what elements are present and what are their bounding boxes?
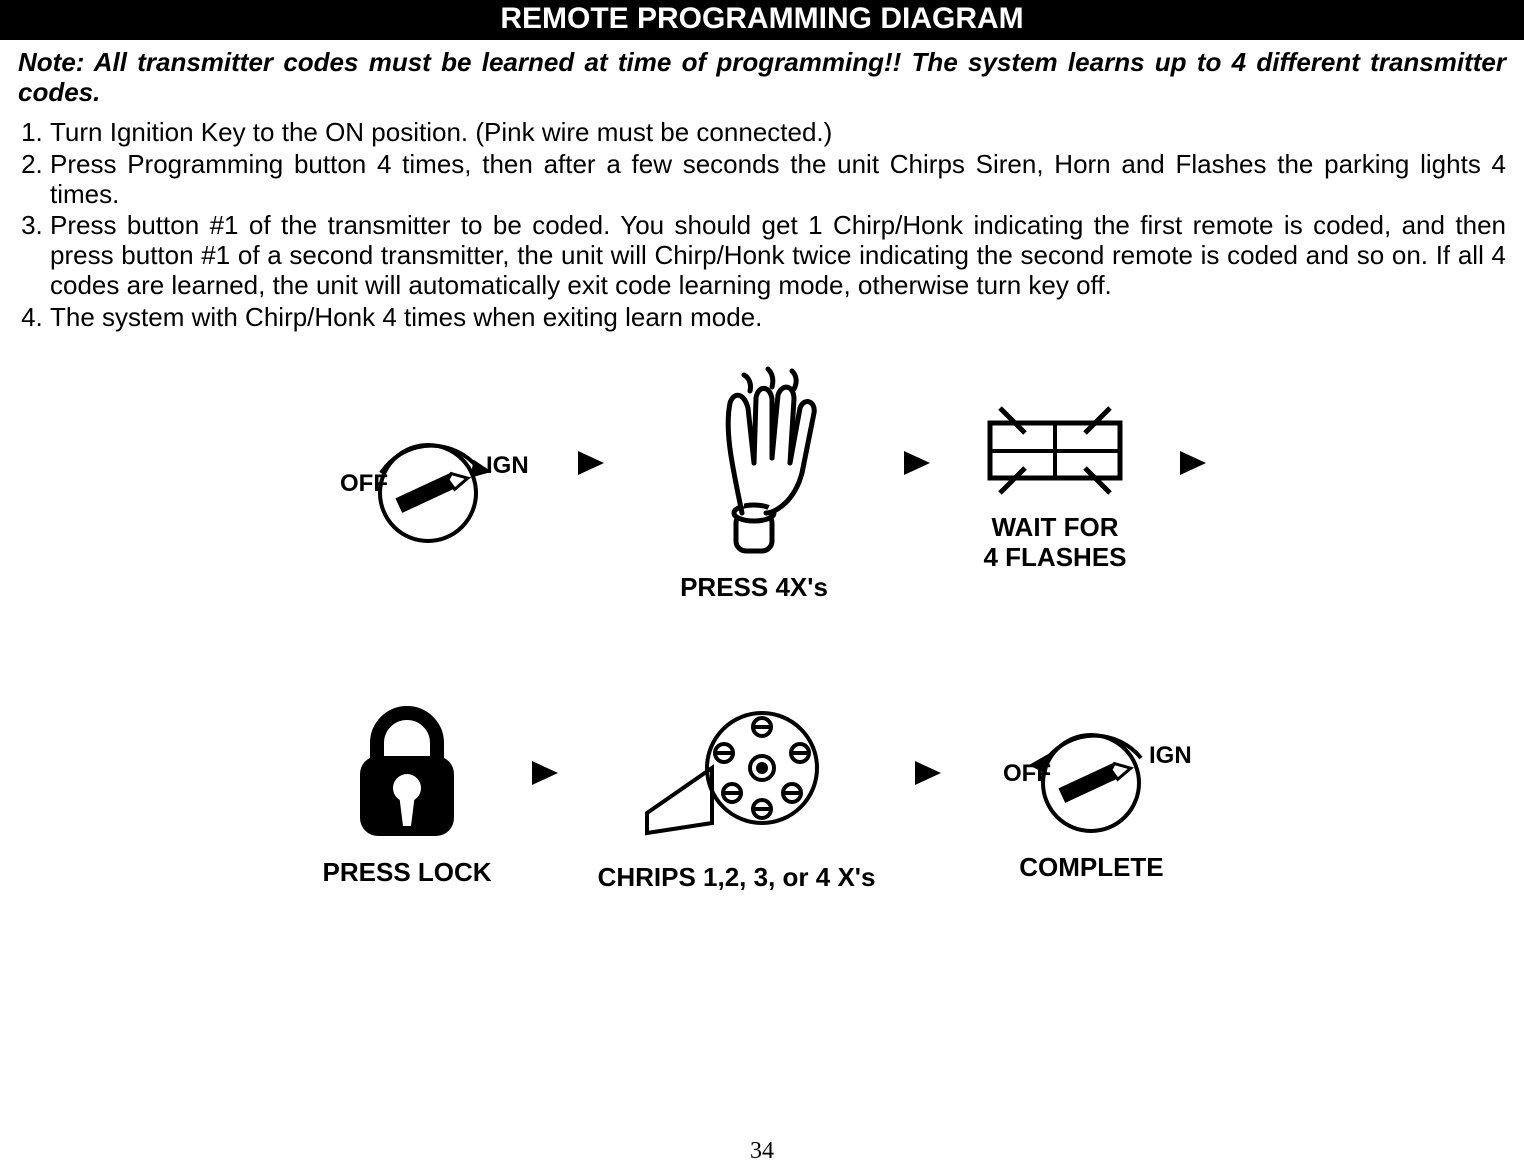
step-ignition-on: OFF IGN xyxy=(318,413,538,553)
arrow-icon xyxy=(578,451,604,475)
step-3: Press button #1 of the transmitter to be… xyxy=(50,211,1506,301)
steps-list: Turn Ignition Key to the ON position. (P… xyxy=(18,118,1506,333)
wait-l2: 4 FLASHES xyxy=(983,542,1126,572)
arrow-icon xyxy=(532,761,558,785)
step-wait-flashes: WAIT FOR 4 FLASHES xyxy=(970,393,1140,573)
diagram-row-1: OFF IGN xyxy=(18,363,1506,603)
ignition-off-icon: OFF IGN xyxy=(981,703,1201,843)
arrow-icon xyxy=(1180,451,1206,475)
step-2: Press Programming button 4 times, then a… xyxy=(50,150,1506,210)
step-1: Turn Ignition Key to the ON position. (P… xyxy=(50,118,1506,148)
wait-flashes-label: WAIT FOR 4 FLASHES xyxy=(983,513,1126,573)
title-bar: REMOTE PROGRAMMING DIAGRAM xyxy=(0,0,1524,40)
lock-icon xyxy=(332,698,482,848)
step-press-lock: PRESS LOCK xyxy=(323,698,492,888)
flashes-icon xyxy=(970,393,1140,503)
ign-label-2: IGN xyxy=(1149,742,1192,769)
wait-l1: WAIT FOR xyxy=(991,512,1118,542)
press-4x-label: PRESS 4X's xyxy=(680,573,828,603)
note-text: Note: All transmitter codes must be lear… xyxy=(18,48,1506,108)
press-lock-label: PRESS LOCK xyxy=(323,858,492,888)
diagram-row-2: PRESS LOCK xyxy=(18,693,1506,893)
arrow-icon xyxy=(915,761,941,785)
chirps-label: CHRIPS 1,2, 3, or 4 X's xyxy=(598,863,876,893)
diagram: OFF IGN xyxy=(18,363,1506,893)
step-chirps: CHRIPS 1,2, 3, or 4 X's xyxy=(598,693,876,893)
siren-icon xyxy=(607,693,867,853)
arrow-icon xyxy=(904,451,930,475)
complete-label: COMPLETE xyxy=(1019,853,1163,883)
hand-press-icon xyxy=(644,363,864,563)
off-label-2: OFF xyxy=(1003,760,1051,787)
ignition-on-icon: OFF IGN xyxy=(318,413,538,553)
step-press-4x: PRESS 4X's xyxy=(644,363,864,603)
ign-label: IGN xyxy=(486,452,529,479)
page-number: 34 xyxy=(0,1138,1524,1165)
step-4: The system with Chirp/Honk 4 times when … xyxy=(50,303,1506,333)
off-label: OFF xyxy=(340,470,388,497)
step-ignition-off: OFF IGN COMPLETE xyxy=(981,703,1201,883)
page: REMOTE PROGRAMMING DIAGRAM Note: All tra… xyxy=(0,0,1524,1171)
